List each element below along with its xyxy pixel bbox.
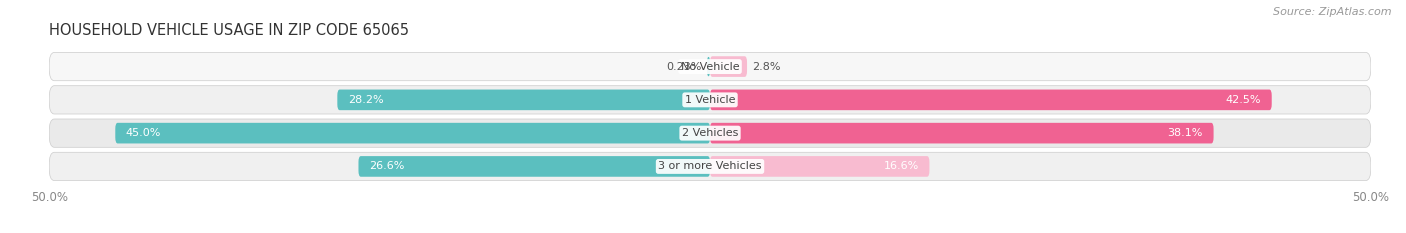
FancyBboxPatch shape <box>710 56 747 77</box>
Text: No Vehicle: No Vehicle <box>681 62 740 72</box>
Text: 0.23%: 0.23% <box>666 62 702 72</box>
FancyBboxPatch shape <box>115 123 710 144</box>
Text: 45.0%: 45.0% <box>127 128 162 138</box>
Text: 3 or more Vehicles: 3 or more Vehicles <box>658 161 762 171</box>
Text: 38.1%: 38.1% <box>1167 128 1204 138</box>
FancyBboxPatch shape <box>49 86 1371 114</box>
FancyBboxPatch shape <box>337 89 710 110</box>
Text: 2 Vehicles: 2 Vehicles <box>682 128 738 138</box>
FancyBboxPatch shape <box>710 89 1271 110</box>
FancyBboxPatch shape <box>49 52 1371 81</box>
FancyBboxPatch shape <box>710 123 1213 144</box>
Text: HOUSEHOLD VEHICLE USAGE IN ZIP CODE 65065: HOUSEHOLD VEHICLE USAGE IN ZIP CODE 6506… <box>49 24 409 38</box>
FancyBboxPatch shape <box>359 156 710 177</box>
Text: Source: ZipAtlas.com: Source: ZipAtlas.com <box>1274 7 1392 17</box>
FancyBboxPatch shape <box>710 156 929 177</box>
FancyBboxPatch shape <box>49 152 1371 181</box>
Text: 1 Vehicle: 1 Vehicle <box>685 95 735 105</box>
Text: 26.6%: 26.6% <box>368 161 405 171</box>
Text: 2.8%: 2.8% <box>752 62 780 72</box>
Text: 16.6%: 16.6% <box>883 161 920 171</box>
Text: 28.2%: 28.2% <box>347 95 384 105</box>
FancyBboxPatch shape <box>707 56 710 77</box>
Text: 42.5%: 42.5% <box>1226 95 1261 105</box>
FancyBboxPatch shape <box>49 119 1371 147</box>
